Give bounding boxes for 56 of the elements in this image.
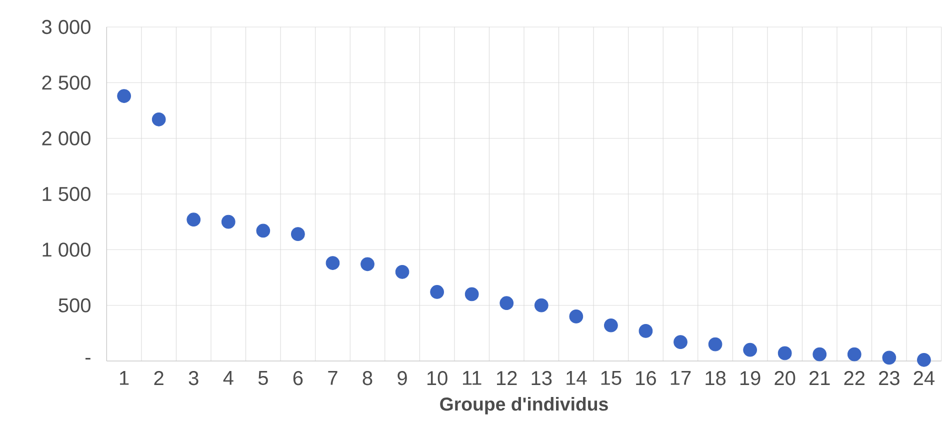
x-tick-label: 24 <box>914 371 934 386</box>
point <box>534 298 548 312</box>
point <box>291 227 305 242</box>
point <box>604 318 618 332</box>
x-tick-label: 13 <box>532 371 552 386</box>
x-tick-label: 2 <box>154 371 164 386</box>
y-tick-label: - <box>86 358 90 360</box>
x-tick-label: 18 <box>706 371 726 386</box>
point <box>430 285 444 299</box>
x-tick-label: 11 <box>462 371 482 385</box>
x-tick-label: 12 <box>497 371 517 386</box>
point <box>638 324 653 338</box>
x-tick-label: 16 <box>636 371 656 386</box>
x-tick-label: 9 <box>398 371 407 386</box>
x-tick-label: 8 <box>362 371 372 386</box>
point <box>221 214 236 229</box>
point <box>917 352 931 367</box>
x-tick-label: 10 <box>427 371 448 386</box>
y-tick-label: 2 000 <box>42 131 90 146</box>
x-tick-label: 1 <box>120 371 129 385</box>
x-tick-label: 3 <box>188 371 198 386</box>
point <box>395 264 410 279</box>
x-axis-title: Groupe d'individus <box>440 397 608 414</box>
point <box>256 224 270 238</box>
point <box>186 212 201 227</box>
y-tick-label: 1 500 <box>42 186 90 202</box>
x-tick-label: 5 <box>258 371 268 385</box>
point <box>847 347 862 362</box>
point <box>882 350 896 365</box>
x-tick-label: 19 <box>740 371 760 386</box>
y-tick-label: 2 500 <box>42 76 90 90</box>
x-tick-label: 7 <box>328 371 338 385</box>
point <box>778 346 792 360</box>
y-tick-label: 500 <box>58 298 90 312</box>
point <box>152 112 166 126</box>
x-tick-label: 17 <box>670 371 691 385</box>
y-tick-label: 1 000 <box>42 242 90 257</box>
point <box>326 256 340 270</box>
x-tick-label: 21 <box>809 371 830 386</box>
y-tick-label: 3 000 <box>42 20 90 34</box>
point <box>743 342 757 357</box>
x-tick-label: 4 <box>223 371 234 385</box>
x-tick-label: 6 <box>293 371 303 386</box>
point <box>117 89 131 103</box>
point <box>708 337 722 352</box>
point <box>674 335 688 350</box>
x-tick-label: 14 <box>566 371 587 385</box>
point <box>464 287 479 302</box>
x-tick-label: 20 <box>774 371 796 386</box>
point <box>500 296 514 310</box>
x-tick-label: 22 <box>844 371 865 386</box>
point <box>569 310 584 324</box>
x-tick-label: 15 <box>601 371 622 385</box>
x-tick-label: 23 <box>879 371 900 386</box>
point <box>360 257 374 272</box>
point <box>812 347 827 362</box>
